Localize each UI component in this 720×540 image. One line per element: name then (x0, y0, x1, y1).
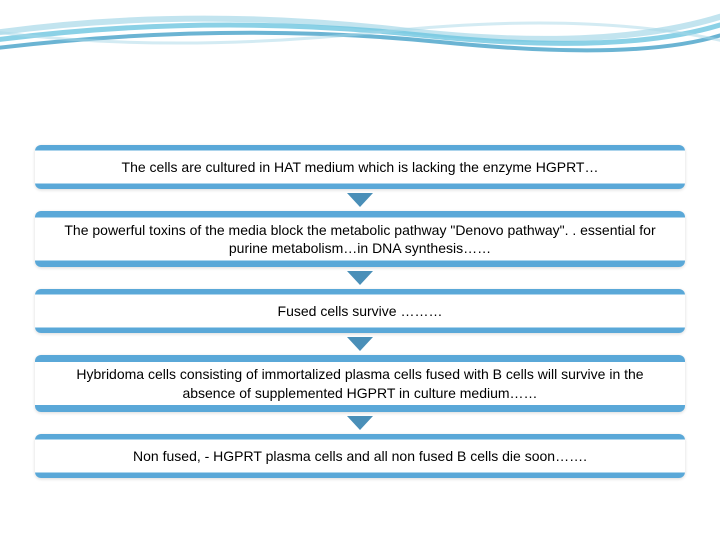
step-box-2: The powerful toxins of the media block t… (35, 211, 685, 267)
step-text: Hybridoma cells consisting of immortaliz… (53, 365, 667, 401)
step-text: Fused cells survive ……… (278, 302, 443, 320)
step-text: The cells are cultured in HAT medium whi… (122, 158, 599, 176)
step-box-4: Hybridoma cells consisting of immortaliz… (35, 355, 685, 411)
arrow-icon (347, 416, 373, 430)
wave-decoration (0, 0, 720, 80)
step-text: Non fused, - HGPRT plasma cells and all … (133, 447, 587, 465)
arrow-icon (347, 193, 373, 207)
flow-container: The cells are cultured in HAT medium whi… (35, 145, 685, 478)
step-box-1: The cells are cultured in HAT medium whi… (35, 145, 685, 189)
step-box-5: Non fused, - HGPRT plasma cells and all … (35, 434, 685, 478)
arrow-icon (347, 271, 373, 285)
step-text: The powerful toxins of the media block t… (53, 221, 667, 257)
arrow-icon (347, 337, 373, 351)
step-box-3: Fused cells survive ……… (35, 289, 685, 333)
